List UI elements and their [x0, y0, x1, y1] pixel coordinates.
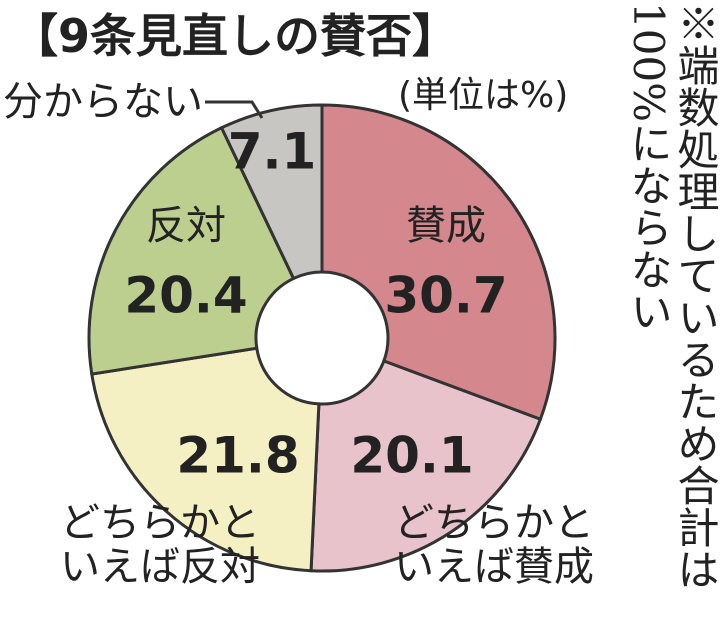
category-label: 分からない [3, 79, 203, 125]
category-label: 反対 [146, 203, 226, 249]
leader-line [205, 100, 264, 119]
donut-slice [219, 103, 324, 281]
chart-subtitle: (単位は%) [398, 75, 569, 116]
value-label: 30.7 [384, 266, 508, 325]
chart-title: 【9条見直しの賛否】 [12, 9, 459, 63]
donut-slice [87, 125, 296, 376]
category-label: 賛成 [406, 203, 486, 249]
donut-slice [320, 103, 557, 422]
value-label: 20.4 [124, 266, 248, 325]
donut-slice [309, 359, 543, 573]
value-label: 7.1 [227, 122, 317, 181]
annotation: ※端数処理しているため合計は100%にならない [623, 2, 720, 590]
value-label: 20.1 [350, 426, 474, 485]
value-label: 21.8 [176, 426, 300, 485]
category-label: どちらかと いえば賛成 [394, 500, 594, 590]
category-label: どちらかと いえば反対 [60, 500, 260, 590]
donut-slice [90, 346, 321, 573]
